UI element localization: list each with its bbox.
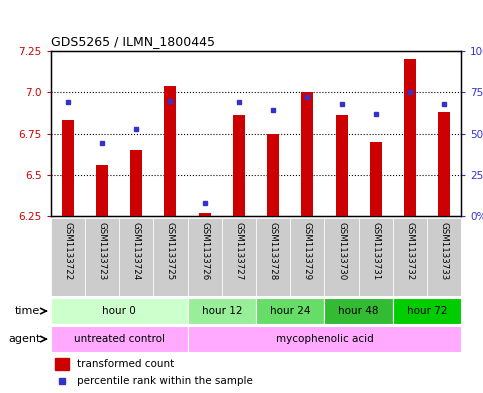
Bar <box>187 218 222 296</box>
Bar <box>187 326 461 352</box>
Text: transformed count: transformed count <box>77 358 175 369</box>
Bar <box>51 298 187 324</box>
Bar <box>301 92 313 216</box>
Bar <box>119 218 154 296</box>
Text: GSM1133722: GSM1133722 <box>63 222 72 280</box>
Bar <box>62 120 74 216</box>
Text: GSM1133723: GSM1133723 <box>98 222 107 280</box>
Text: time: time <box>15 306 41 316</box>
Bar <box>404 59 416 216</box>
Bar <box>393 298 461 324</box>
Text: GSM1133725: GSM1133725 <box>166 222 175 280</box>
Bar <box>290 218 325 296</box>
Bar <box>438 112 450 216</box>
Text: GDS5265 / ILMN_1800445: GDS5265 / ILMN_1800445 <box>51 35 215 48</box>
Bar <box>55 358 69 370</box>
Text: GSM1133724: GSM1133724 <box>132 222 141 280</box>
Text: GSM1133732: GSM1133732 <box>405 222 414 280</box>
Text: GSM1133728: GSM1133728 <box>269 222 278 280</box>
Bar <box>233 116 245 216</box>
Text: hour 24: hour 24 <box>270 306 311 316</box>
Text: hour 72: hour 72 <box>407 306 447 316</box>
Text: hour 12: hour 12 <box>201 306 242 316</box>
Bar <box>427 218 461 296</box>
Bar <box>130 150 142 216</box>
Text: mycophenolic acid: mycophenolic acid <box>275 334 373 344</box>
Text: hour 48: hour 48 <box>339 306 379 316</box>
Bar <box>222 218 256 296</box>
Bar <box>325 298 393 324</box>
Bar <box>393 218 427 296</box>
Bar <box>256 298 325 324</box>
Text: agent: agent <box>8 334 41 344</box>
Bar <box>154 218 187 296</box>
Text: GSM1133731: GSM1133731 <box>371 222 380 280</box>
Text: GSM1133730: GSM1133730 <box>337 222 346 280</box>
Bar <box>165 86 176 216</box>
Text: percentile rank within the sample: percentile rank within the sample <box>77 376 253 386</box>
Text: GSM1133733: GSM1133733 <box>440 222 449 280</box>
Bar <box>336 116 347 216</box>
Text: hour 0: hour 0 <box>102 306 136 316</box>
Bar <box>325 218 358 296</box>
Text: GSM1133729: GSM1133729 <box>303 222 312 280</box>
Bar <box>358 218 393 296</box>
Bar <box>96 165 108 216</box>
Text: untreated control: untreated control <box>73 334 165 344</box>
Bar <box>51 326 187 352</box>
Bar <box>199 213 211 216</box>
Text: GSM1133726: GSM1133726 <box>200 222 209 280</box>
Text: GSM1133727: GSM1133727 <box>234 222 243 280</box>
Bar <box>51 218 85 296</box>
Bar <box>85 218 119 296</box>
Bar <box>187 298 256 324</box>
Bar <box>267 134 279 216</box>
Bar <box>370 142 382 216</box>
Bar <box>256 218 290 296</box>
